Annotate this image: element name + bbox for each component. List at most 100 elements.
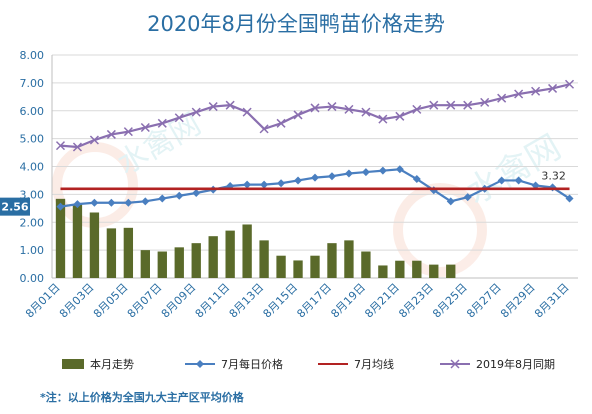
chart-title: 2020年8月份全国鸭苗价格走势 xyxy=(147,12,445,36)
data-point-stroke xyxy=(259,124,269,134)
data-point xyxy=(242,107,252,117)
watermark-ring-right xyxy=(393,183,487,277)
data-point-stroke xyxy=(293,110,303,120)
data-point xyxy=(140,122,150,133)
data-point xyxy=(260,180,269,189)
data-point xyxy=(514,176,523,185)
legend-item: 7月均线 xyxy=(318,357,394,371)
legend-item: 7月每日价格 xyxy=(185,357,283,371)
x-tick-label: 8月09日 xyxy=(159,281,199,321)
bar xyxy=(276,255,286,278)
data-point xyxy=(497,176,506,185)
data-point xyxy=(124,198,133,207)
x-tick-label: 8月17日 xyxy=(294,281,334,321)
legend-marker xyxy=(450,359,460,369)
data-point xyxy=(243,180,252,189)
data-label: 2.56 xyxy=(1,201,28,214)
bar xyxy=(191,243,201,278)
data-point xyxy=(564,79,575,89)
legend-item: 本月走势 xyxy=(62,357,134,371)
data-point xyxy=(73,200,82,209)
bar xyxy=(310,255,320,278)
bar xyxy=(378,265,388,278)
data-point xyxy=(395,111,405,121)
data-point xyxy=(412,104,422,114)
data-point xyxy=(157,118,167,128)
legend-swatch xyxy=(62,359,84,369)
data-point xyxy=(412,175,421,184)
data-point xyxy=(446,197,455,206)
data-point-stroke xyxy=(497,93,507,103)
data-point-stroke xyxy=(378,114,388,124)
bar xyxy=(242,224,252,278)
bar xyxy=(429,264,439,278)
data-point xyxy=(429,100,439,110)
x-tick-label: 8月11日 xyxy=(193,281,233,321)
data-point xyxy=(378,114,388,124)
bar xyxy=(208,236,218,278)
data-point xyxy=(463,193,472,202)
data-point xyxy=(446,100,456,110)
data-point-stroke xyxy=(412,104,422,114)
data-point xyxy=(191,107,201,117)
y-tick-label: 5.00 xyxy=(20,133,45,146)
bar xyxy=(89,212,100,278)
data-point-stroke xyxy=(123,127,133,137)
data-point xyxy=(514,89,524,99)
data-point xyxy=(531,86,541,96)
data-point xyxy=(480,97,490,107)
data-point xyxy=(123,127,133,137)
data-point xyxy=(56,202,65,211)
legend-label: 本月走势 xyxy=(90,357,134,371)
y-tick-label: 6.00 xyxy=(20,105,45,118)
data-point-stroke xyxy=(548,83,558,93)
x-tick-label: 8月21日 xyxy=(362,281,402,321)
watermark-text-left: 水禽网 xyxy=(112,107,207,182)
bar xyxy=(123,227,134,278)
x-tick-label: 8月23日 xyxy=(396,281,436,321)
data-point-stroke xyxy=(327,102,337,112)
y-tick-label: 1.00 xyxy=(20,244,45,257)
data-point xyxy=(463,100,473,110)
data-label: 3.32 xyxy=(541,169,566,182)
x-tick-label: 8月13日 xyxy=(227,281,267,321)
bar xyxy=(157,251,167,278)
data-point xyxy=(89,135,99,145)
data-point xyxy=(344,169,353,178)
x-tick-label: 8月03日 xyxy=(57,281,97,321)
data-point-stroke xyxy=(463,100,473,110)
data-point-stroke xyxy=(106,129,116,139)
data-point-stroke xyxy=(344,104,354,114)
bar xyxy=(446,264,456,278)
data-point xyxy=(72,142,82,152)
data-point-stroke xyxy=(72,142,82,152)
data-point xyxy=(107,198,116,207)
data-point xyxy=(378,166,387,175)
x-tick-label: 8月29日 xyxy=(498,281,538,321)
data-point xyxy=(361,107,371,117)
data-point xyxy=(141,197,150,206)
x-tick-label: 8月19日 xyxy=(328,281,368,321)
data-point-stroke xyxy=(531,86,541,96)
data-point-stroke xyxy=(140,122,150,133)
data-point xyxy=(344,104,354,114)
bar xyxy=(412,260,422,278)
data-point xyxy=(531,181,540,190)
data-point-stroke xyxy=(208,102,218,112)
legend-label: 7月均线 xyxy=(354,357,394,371)
legend-marker xyxy=(196,360,204,368)
data-point xyxy=(208,102,218,112)
data-point-stroke xyxy=(480,97,490,107)
data-point-stroke xyxy=(242,107,252,117)
bar xyxy=(106,228,117,278)
bar xyxy=(395,260,405,278)
data-point xyxy=(55,141,66,151)
data-point xyxy=(310,103,320,113)
data-point-stroke xyxy=(225,100,235,110)
x-tick-label: 8月07日 xyxy=(125,281,165,321)
x-tick-label: 8月01日 xyxy=(23,281,63,321)
bar xyxy=(327,243,337,278)
data-point-stroke xyxy=(276,118,286,128)
x-tick-label: 8月05日 xyxy=(91,281,131,321)
